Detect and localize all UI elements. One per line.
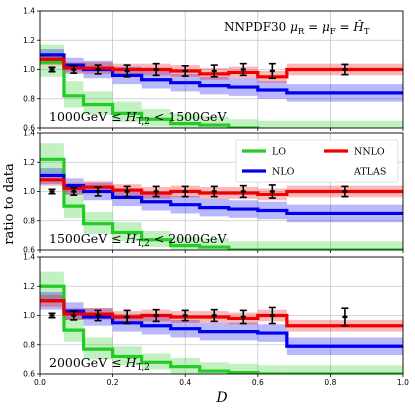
panel-3: 0.6 0.8 1.0 1.2 1.4 2000GeV ≤ HT,2	[23, 253, 404, 379]
x-tick-label: 0.6	[252, 378, 264, 387]
nnlo-step-line	[40, 299, 403, 328]
y-tick-label: 1.4	[23, 129, 35, 138]
atlas-data-point	[341, 307, 349, 327]
pdf-scale-annotation: NNPDF30 μR = μF = ĤT	[224, 19, 370, 37]
x-tick-label: 0.8	[324, 378, 336, 387]
plot-area	[40, 44, 403, 128]
y-tick-label: 1.2	[23, 36, 35, 45]
atlas-data-point	[181, 185, 189, 198]
nlo-step-line	[40, 53, 403, 95]
x-tick-label: 0.2	[107, 378, 119, 387]
atlas-data-point	[48, 188, 56, 195]
y-tick-label: 1.2	[23, 158, 35, 167]
y-tick-label: 1.0	[23, 65, 35, 74]
atlas-data-point	[152, 62, 160, 77]
x-tick-label: 1.0	[397, 378, 409, 387]
atlas-data-point	[48, 312, 56, 319]
atlas-data-point	[210, 308, 218, 323]
y-tick-label: 0.6	[23, 124, 35, 133]
legend-label: NNLO	[354, 147, 385, 158]
atlas-data-point	[94, 64, 102, 75]
nnlo-step-line	[40, 178, 403, 197]
legend: LO NNLO NLO ATLAS	[235, 139, 399, 183]
atlas-data-point	[268, 184, 276, 199]
atlas-data-point	[341, 185, 349, 198]
legend-entry-atlas: ATLAS	[353, 167, 386, 178]
y-tick-label: 0.8	[23, 340, 35, 349]
legend-entry-nnlo: NNLO	[324, 147, 385, 158]
x-axis-label: D	[215, 390, 227, 406]
lo-step-line	[40, 284, 403, 374]
atlas-data-point	[94, 309, 102, 322]
lo-uncertainty-band	[199, 116, 229, 128]
nlo-step-line	[40, 299, 403, 348]
plot-area	[40, 143, 403, 250]
lo-uncertainty-band	[228, 363, 258, 374]
panel-range-label: 1500GeV ≤ HT,2 < 2000GeV	[49, 231, 227, 249]
lo-uncertainty-band	[228, 119, 258, 128]
atlas-data-point	[123, 185, 131, 198]
y-tick-label: 1.2	[23, 282, 35, 291]
y-tick-label: 0.6	[23, 246, 35, 255]
lo-uncertainty-band	[257, 241, 287, 250]
panel-1: 0.6 0.8 1.0 1.2 1.4 1000GeV ≤ HT,2 < 1500GeV	[23, 7, 404, 133]
atlas-data-point	[70, 65, 78, 74]
atlas-data-point	[181, 309, 189, 322]
y-axis-label: ratio to data	[2, 163, 17, 245]
y-tick-label: 0.8	[23, 216, 35, 225]
lo-uncertainty-band	[286, 241, 403, 250]
legend-label: NLO	[272, 167, 295, 178]
y-tick-label: 0.6	[23, 370, 35, 379]
legend-label: ATLAS	[353, 167, 386, 178]
atlas-data-point	[268, 306, 276, 325]
lo-uncertainty-band	[286, 120, 403, 128]
atlas-data-point	[152, 308, 160, 323]
legend-entry-nlo: NLO	[242, 167, 295, 178]
y-tick-label: 1.4	[23, 7, 35, 16]
panel-range-label: 1000GeV ≤ HT,2 < 1500GeV	[49, 109, 227, 127]
lo-uncertainty-band	[199, 238, 229, 250]
lo-uncertainty-band	[286, 365, 403, 374]
lo-uncertainty-band	[257, 365, 287, 374]
atlas-data-point	[123, 64, 131, 78]
lo-step-line	[40, 60, 403, 128]
atlas-data-point	[181, 65, 189, 77]
atlas-data-point	[239, 309, 247, 325]
atlas-data-point	[94, 186, 102, 197]
lo-uncertainty-band	[199, 362, 229, 374]
atlas-data-point	[48, 66, 56, 73]
atlas-data-point	[268, 62, 276, 80]
atlas-data-point	[341, 63, 349, 76]
x-tick-label: 0.4	[179, 378, 191, 387]
atlas-data-point	[123, 309, 131, 325]
legend-label: LO	[272, 147, 286, 158]
atlas-data-point	[70, 187, 78, 196]
lo-uncertainty-band	[228, 241, 258, 250]
y-tick-label: 0.8	[23, 94, 35, 103]
atlas-data-point	[70, 310, 78, 321]
lo-uncertainty-band	[257, 120, 287, 128]
panel-2: 0.6 0.8 1.0 1.2 1.4 1500GeV ≤ HT,2 < 2000GeV	[23, 129, 404, 255]
atlas-data-point	[152, 185, 160, 198]
y-tick-label: 1.0	[23, 311, 35, 320]
panel-range-label: 2000GeV ≤ HT,2	[49, 355, 150, 373]
y-tick-label: 1.0	[23, 187, 35, 196]
atlas-data-point	[210, 64, 218, 78]
atlas-data-point	[239, 184, 247, 199]
atlas-data-point	[210, 185, 218, 198]
lo-step-line	[40, 157, 403, 250]
y-tick-label: 1.4	[23, 253, 35, 262]
legend-entry-lo: LO	[242, 147, 286, 158]
x-tick-label: 0.0	[34, 378, 46, 387]
plot-area	[40, 271, 403, 374]
legend-box	[235, 139, 399, 183]
atlas-data-point	[239, 62, 247, 77]
